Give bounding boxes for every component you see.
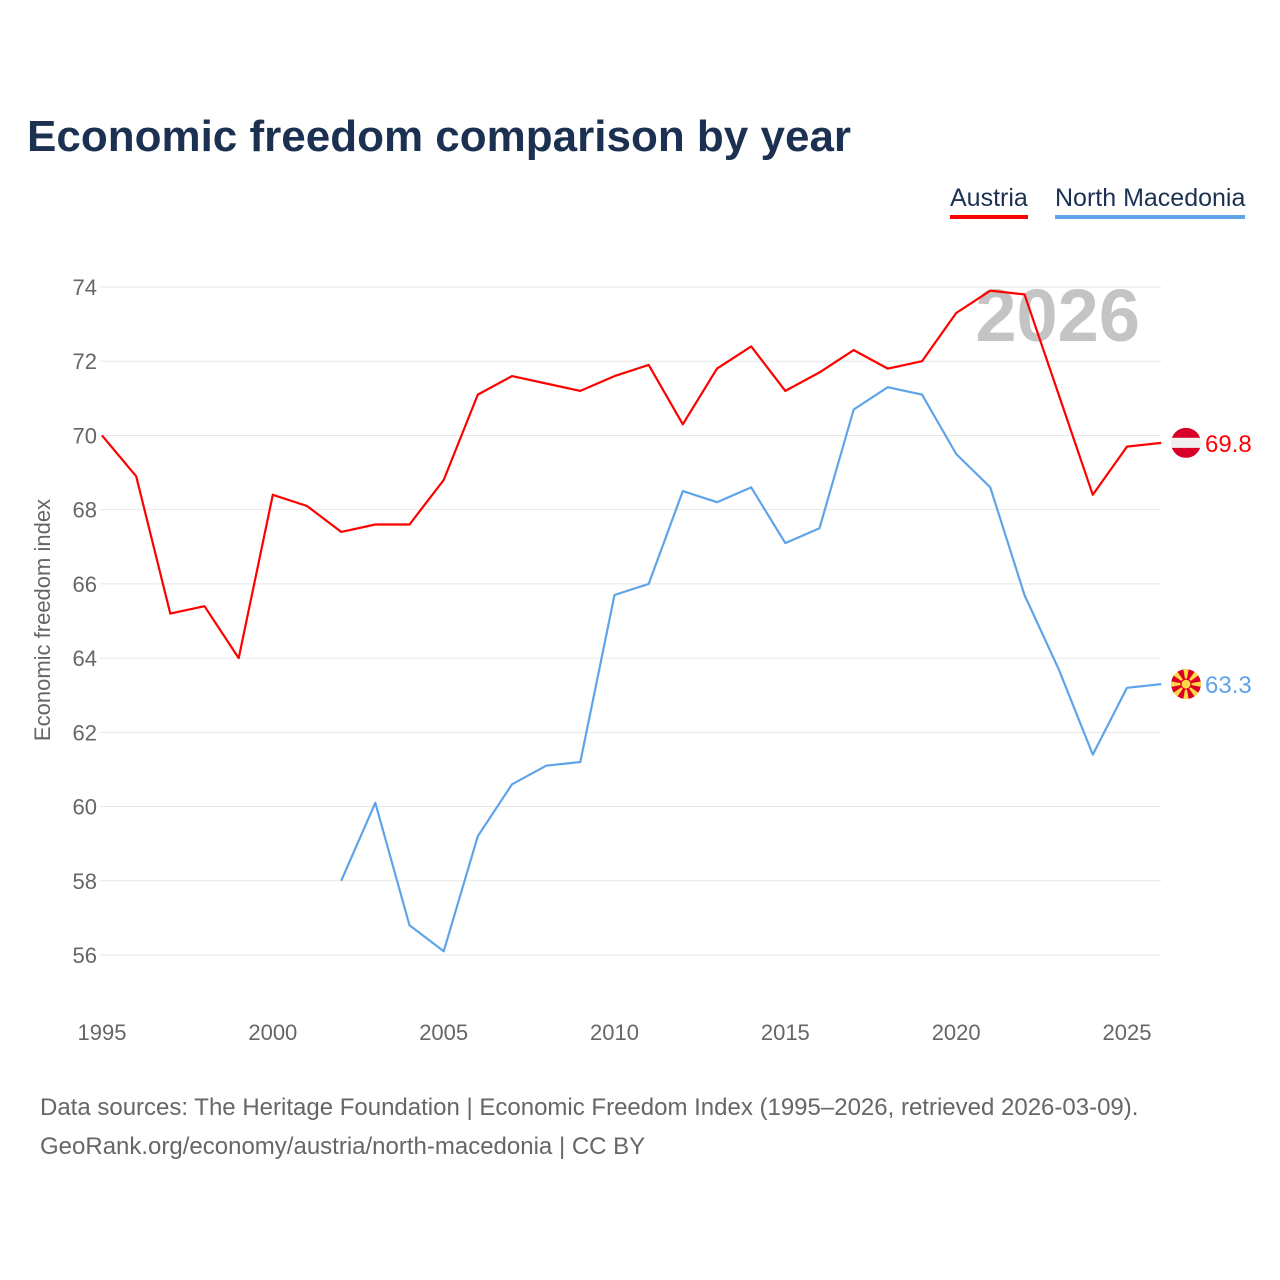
x-tick-label: 2010 [590,1020,639,1045]
x-tick-label: 2000 [248,1020,297,1045]
x-tick-label: 2020 [932,1020,981,1045]
y-tick-label: 74 [73,275,97,300]
end-value-label: 63.3 [1205,672,1252,699]
end-value-label: 69.8 [1205,431,1252,458]
data-source-text: Data sources: The Heritage Foundation | … [40,1094,1139,1121]
source-link[interactable]: GeoRank.org/economy/austria/north-macedo… [40,1133,646,1160]
y-tick-label: 62 [73,720,97,745]
y-tick-label: 64 [73,646,97,671]
footer: Data sources: The Heritage Foundation | … [40,1088,1138,1166]
series-line-austria [101,289,1162,660]
chart-title: Economic freedom comparison by year [27,112,852,161]
y-tick-label: 68 [73,498,97,523]
x-tick-label: 1995 [78,1020,127,1045]
x-tick-label: 2015 [761,1020,810,1045]
x-tick-label: 2025 [1103,1020,1152,1045]
north-macedonia-flag-icon [1171,669,1201,700]
austria-flag-icon [1171,427,1201,458]
x-tick-label: 2005 [419,1020,468,1045]
series-line-north-macedonia [340,386,1162,953]
line-chart: 56 58 60 62 64 66 68 70 72 74 1995 2000 2005 2010 2015… [30,274,1252,1045]
y-tick-label: 72 [73,349,97,374]
y-tick-label: 70 [73,423,97,448]
legend-north-macedonia[interactable]: North Macedonia [1055,184,1246,219]
y-tick-label: 66 [73,572,97,597]
y-tick-label: 58 [73,869,97,894]
y-axis-label: Economic freedom index [30,499,55,741]
legend-austria[interactable]: Austria [950,184,1028,219]
year-watermark: 2026 [975,274,1140,357]
y-tick-label: 60 [73,795,97,820]
y-tick-label: 56 [73,943,97,968]
